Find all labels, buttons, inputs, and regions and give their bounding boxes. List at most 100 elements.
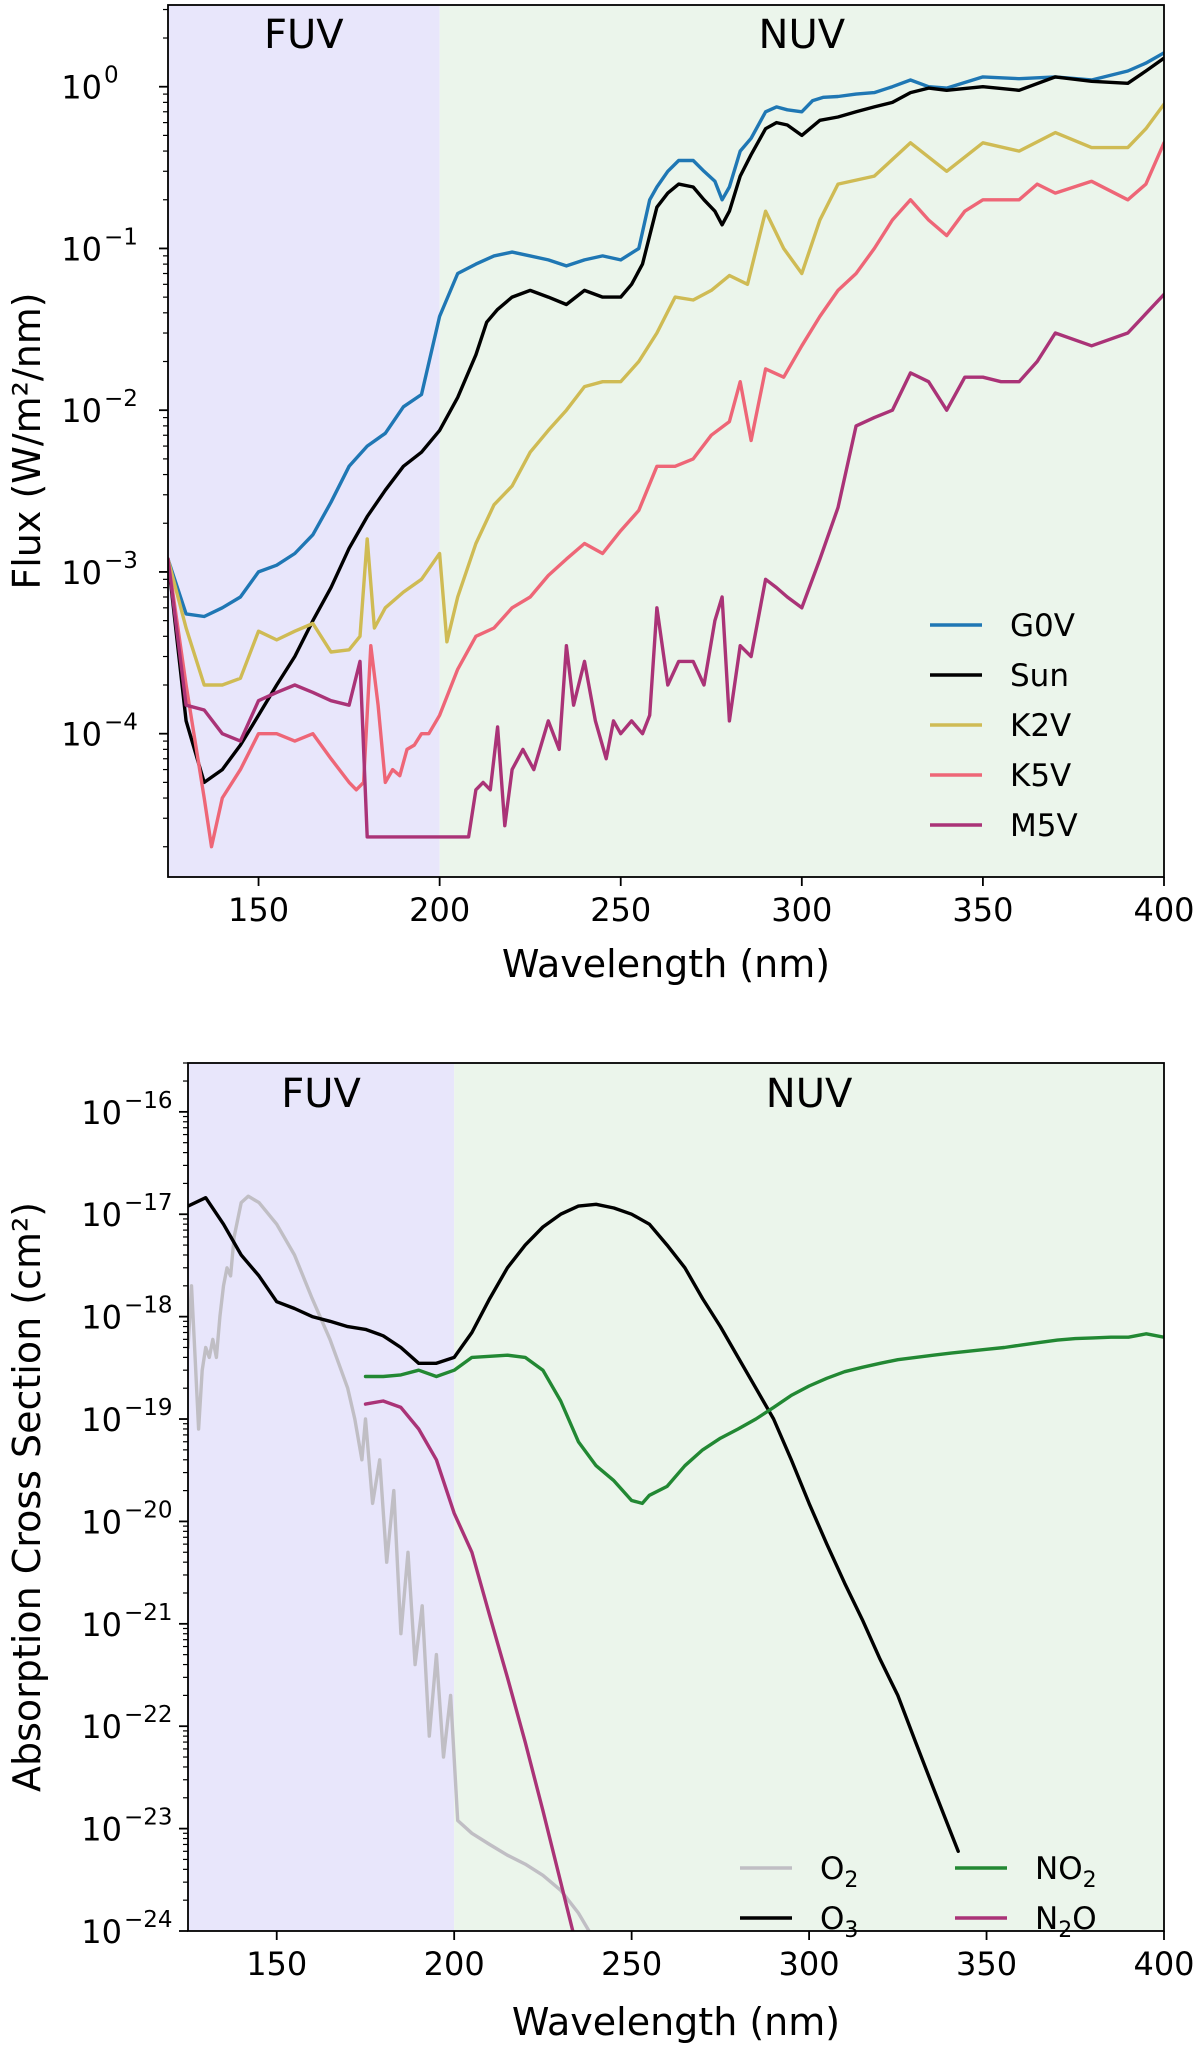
y-tick-exponent: −22 xyxy=(124,1702,173,1728)
x-tick-label: 150 xyxy=(246,1945,307,1983)
y-axis-label: Flux (W/m²/nm) xyxy=(5,292,49,589)
x-tick-label: 200 xyxy=(409,891,470,929)
y-tick-base: 10 xyxy=(81,1606,122,1644)
plot-frame xyxy=(187,1062,1165,1932)
region-label-fuv: FUV xyxy=(264,12,344,58)
legend-subscript: 3 xyxy=(844,1918,858,1943)
series-lines xyxy=(188,1194,1164,1931)
series-line-g0v xyxy=(168,51,1164,619)
region-band-fuv xyxy=(188,1063,455,1931)
y-tick-label: 10 xyxy=(81,1811,122,1849)
y-tick-label: 10 xyxy=(81,1401,122,1439)
y-tick-exponent: −19 xyxy=(124,1395,173,1421)
y-tick-exponent: −3 xyxy=(104,548,138,574)
legend-label: K5V xyxy=(1010,758,1071,794)
legend-name: M5V xyxy=(1010,808,1078,844)
x-axis-label: Wavelength (nm) xyxy=(502,942,830,986)
y-tick-label: 10 xyxy=(61,554,102,592)
y-tick-exponent: −21 xyxy=(124,1600,173,1626)
y-tick-base: 10 xyxy=(61,69,102,107)
y-tick-label: 10 xyxy=(81,1299,122,1337)
y-tick-base: 10 xyxy=(81,1503,122,1541)
x-axis-label: Wavelength (nm) xyxy=(512,2000,840,2044)
y-tick-base: 10 xyxy=(61,716,102,754)
series-line-o2 xyxy=(188,1194,591,1931)
x-tick-label: 200 xyxy=(424,1945,485,1983)
x-tick-label: 150 xyxy=(228,891,289,929)
legend-subscript: 2 xyxy=(1083,1868,1097,1893)
y-tick-exponent: −18 xyxy=(124,1293,173,1319)
y-tick-label: 10 xyxy=(81,1503,122,1541)
legend-name: O xyxy=(820,1901,844,1937)
legend-name: Sun xyxy=(1010,658,1069,694)
legend-label: Sun xyxy=(1010,658,1069,694)
y-tick-exponent: −2 xyxy=(104,386,138,412)
legend-suffix: O xyxy=(1072,1901,1096,1937)
y-tick-label: 10 xyxy=(81,1708,122,1746)
y-tick-base: 10 xyxy=(81,1913,122,1951)
y-tick-label: 10 xyxy=(61,716,102,754)
y-tick-exponent: 0 xyxy=(104,63,119,89)
legend: G0V Sun K2V K5V M5V xyxy=(930,608,1078,844)
region-band-fuv xyxy=(168,5,440,877)
y-tick-exponent: −24 xyxy=(124,1907,173,1933)
y-axis-label: Absorption Cross Section (cm²) xyxy=(5,1202,49,1792)
x-tick-label: 350 xyxy=(956,1945,1017,1983)
series-lines xyxy=(168,51,1164,849)
x-tick-label: 350 xyxy=(952,891,1013,929)
legend-label: NO2 xyxy=(1035,1851,1097,1893)
series-line-n2o xyxy=(363,1399,575,1931)
series-line-o3 xyxy=(188,1195,960,1854)
series-line-k2v xyxy=(168,102,1164,687)
x-tick-label: 250 xyxy=(601,1945,662,1983)
series-line-m5v xyxy=(168,292,1164,839)
y-tick-label: 10 xyxy=(61,392,102,430)
y-tick-base: 10 xyxy=(61,230,102,268)
y-tick-base: 10 xyxy=(81,1299,122,1337)
series-line-sun xyxy=(168,56,1164,785)
region-label-fuv: FUV xyxy=(281,1071,361,1117)
region-band-nuv xyxy=(454,1063,1164,1931)
y-tick-exponent: −17 xyxy=(124,1190,173,1216)
legend-subscript: 2 xyxy=(844,1868,858,1893)
x-tick-label: 300 xyxy=(779,1945,840,1983)
y-tick-base: 10 xyxy=(81,1094,122,1132)
series-line-k5v xyxy=(168,141,1164,849)
y-tick-exponent: −20 xyxy=(124,1497,173,1523)
y-tick-label: 10 xyxy=(81,1196,122,1234)
region-label-nuv: NUV xyxy=(766,1071,853,1117)
y-tick-base: 10 xyxy=(61,392,102,430)
y-tick-base: 10 xyxy=(81,1196,122,1234)
legend-name: O xyxy=(820,1851,844,1887)
legend-label: O2 xyxy=(820,1851,858,1893)
legend-name: NO xyxy=(1035,1851,1083,1887)
plot-frame xyxy=(167,4,1165,878)
legend-subscript: 2 xyxy=(1058,1918,1072,1943)
legend-label: G0V xyxy=(1010,608,1075,644)
region-label-nuv: NUV xyxy=(759,12,846,58)
x-tick-label: 400 xyxy=(1133,1945,1194,1983)
y-tick-base: 10 xyxy=(81,1811,122,1849)
legend-name: K2V xyxy=(1010,708,1071,744)
y-tick-exponent: −16 xyxy=(124,1088,173,1114)
legend-name: G0V xyxy=(1010,608,1075,644)
x-tick-label: 300 xyxy=(771,891,832,929)
series-line-no2 xyxy=(363,1332,1164,1506)
y-tick-base: 10 xyxy=(61,554,102,592)
legend-label: K2V xyxy=(1010,708,1071,744)
y-tick-label: 10 xyxy=(61,230,102,268)
y-tick-label: 10 xyxy=(81,1606,122,1644)
legend-label: M5V xyxy=(1010,808,1078,844)
y-tick-label: 10 xyxy=(81,1913,122,1951)
y-tick-exponent: −1 xyxy=(104,224,138,250)
y-tick-label: 10 xyxy=(81,1094,122,1132)
y-tick-exponent: −4 xyxy=(104,710,138,736)
y-tick-label: 10 xyxy=(61,69,102,107)
legend-label: O3 xyxy=(820,1901,858,1943)
y-tick-base: 10 xyxy=(81,1708,122,1746)
x-tick-label: 250 xyxy=(590,891,651,929)
